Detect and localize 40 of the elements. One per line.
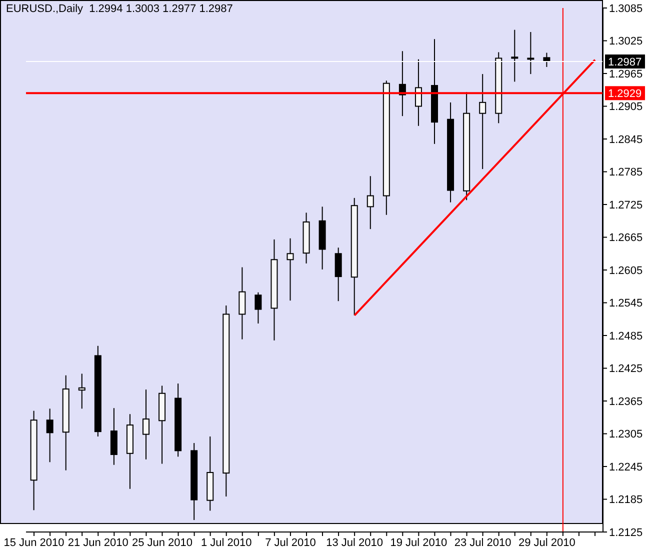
y-tick-label: 1.2785: [609, 166, 643, 179]
candlestick: [479, 74, 486, 170]
y-tick-label: 1.2245: [609, 461, 643, 474]
candlestick: [254, 292, 262, 324]
y-tick-label: 1.2605: [609, 264, 643, 277]
y-tick-label: 1.2845: [609, 134, 643, 146]
y-tick-label: 1.2545: [609, 298, 643, 310]
candlestick: [366, 176, 374, 230]
y-tick-label: 1.2185: [609, 494, 643, 506]
x-tick-label: 15 Jun 2010: [4, 536, 64, 549]
x-tick-label: 13 Jul 2010: [326, 536, 384, 549]
x-tick-label: 7 Jul 2010: [265, 536, 316, 549]
y-tick-label: 1.3025: [609, 36, 643, 48]
candlestick: [46, 408, 54, 463]
candlestick: [78, 373, 86, 410]
y-tick-label: 1.2485: [609, 330, 643, 342]
ref-line-label: 1.2929: [608, 88, 642, 100]
x-tick-label: 19 Jul 2010: [390, 536, 448, 549]
x-tick-label: 29 Jul 2010: [518, 536, 576, 549]
y-tick-label: 1.2305: [609, 428, 643, 441]
x-tick-label: 25 Jun 2010: [132, 536, 193, 549]
chart-title: EURUSD.,Daily 1.2994 1.3003 1.2977 1.2987: [6, 3, 233, 15]
y-tick-label: 1.3085: [609, 2, 643, 15]
candlestick: [286, 238, 294, 302]
y-tick-label: 1.2965: [609, 68, 643, 80]
x-tick-label: 23 Jul 2010: [454, 536, 512, 549]
x-tick-label: 1 Jul 2010: [200, 536, 252, 549]
y-tick-label: 1.2665: [609, 232, 643, 244]
ref-line-label: 1.2987: [608, 56, 642, 68]
candlestick: [511, 29, 518, 82]
y-tick-label: 1.2125: [609, 526, 643, 539]
candlestick: [238, 266, 246, 340]
y-tick-label: 1.2425: [609, 363, 643, 376]
candlestick: [110, 408, 118, 466]
candlestick: [142, 389, 150, 460]
x-tick-label: 21 Jun 2010: [68, 536, 128, 549]
y-tick-label: 1.2905: [609, 101, 643, 114]
y-tick-label: 1.2725: [609, 199, 643, 212]
y-tick-label: 1.2365: [609, 396, 643, 408]
candlestick: [334, 247, 342, 302]
